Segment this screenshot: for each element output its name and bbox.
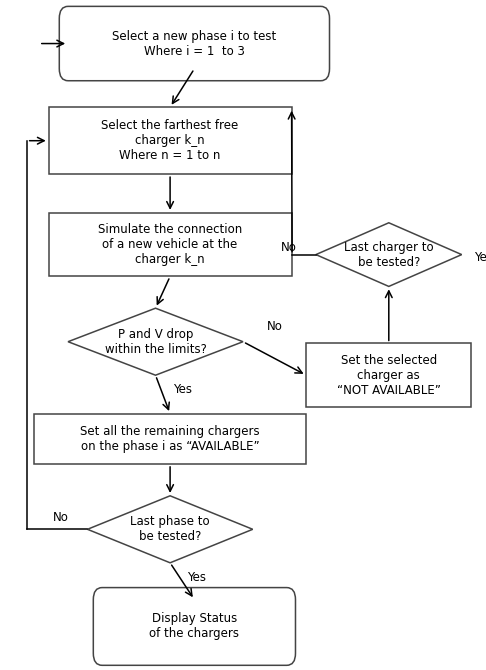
Text: Last phase to
be tested?: Last phase to be tested? [130, 515, 210, 543]
Text: Yes: Yes [173, 383, 192, 397]
Bar [306, 343, 471, 407]
Text: No: No [267, 320, 282, 334]
Text: Simulate the connection
of a new vehicle at the
charger k_n: Simulate the connection of a new vehicle… [98, 223, 242, 266]
Bar [34, 413, 306, 464]
Bar [49, 213, 292, 276]
FancyBboxPatch shape [93, 588, 295, 665]
FancyBboxPatch shape [59, 6, 330, 81]
Polygon shape [68, 308, 243, 375]
Text: No: No [281, 241, 297, 255]
Polygon shape [316, 222, 462, 287]
Text: Yes: Yes [474, 251, 486, 265]
Text: Set the selected
charger as
“NOT AVAILABLE”: Set the selected charger as “NOT AVAILAB… [337, 354, 441, 397]
Text: Yes: Yes [187, 571, 207, 584]
Text: No: No [53, 511, 69, 524]
Text: Set all the remaining chargers
on the phase i as “AVAILABLE”: Set all the remaining chargers on the ph… [80, 425, 260, 453]
Text: Select the farthest free
charger k_n
Where n = 1 to n: Select the farthest free charger k_n Whe… [102, 119, 239, 162]
Polygon shape [87, 496, 253, 563]
Text: Display Status
of the chargers: Display Status of the chargers [149, 612, 240, 641]
Text: Select a new phase i to test
Where i = 1  to 3: Select a new phase i to test Where i = 1… [112, 29, 277, 58]
Text: Last charger to
be tested?: Last charger to be tested? [344, 241, 434, 269]
Text: P and V drop
within the limits?: P and V drop within the limits? [104, 328, 207, 356]
Bar [49, 107, 292, 174]
